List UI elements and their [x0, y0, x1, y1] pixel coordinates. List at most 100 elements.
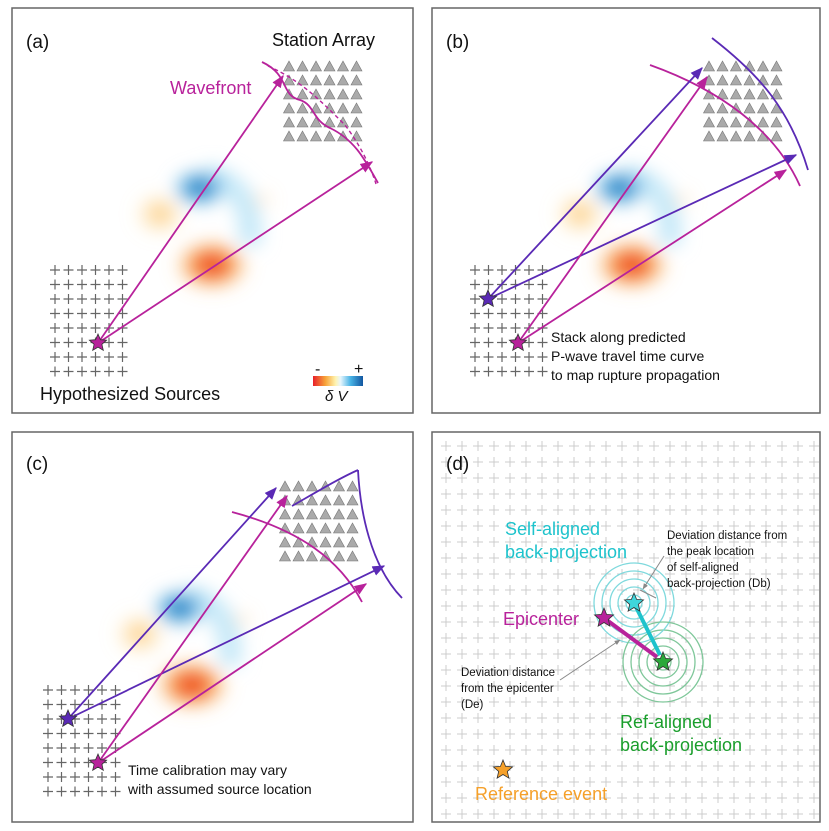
grid-plus: [761, 537, 771, 547]
grid-plus: [697, 697, 707, 707]
grid-plus: [729, 553, 739, 563]
grid-plus: [569, 505, 579, 515]
grid-plus: [793, 601, 803, 611]
grid-plus: [473, 649, 483, 659]
grid-plus: [553, 489, 563, 499]
station: [332, 494, 346, 506]
grid-plus: [104, 337, 114, 348]
station: [296, 60, 309, 72]
wavefront: [649, 64, 801, 187]
grid-plus: [441, 649, 451, 659]
grid-plus: [793, 521, 803, 531]
grid-plus: [77, 308, 87, 319]
grid-plus: [585, 553, 595, 563]
grid-plus: [809, 473, 819, 483]
db-note: the peak location: [667, 546, 754, 558]
ray: [67, 487, 277, 720]
grid-plus: [713, 729, 723, 739]
grid-plus: [697, 761, 707, 771]
grid-plus: [793, 729, 803, 739]
grid-plus: [601, 649, 611, 659]
grid-plus: [697, 505, 707, 515]
grid-plus: [521, 441, 531, 451]
grid-plus: [97, 786, 107, 797]
star: [88, 752, 108, 772]
grid-plus: [745, 713, 755, 723]
grid-plus: [441, 601, 451, 611]
grid-plus: [713, 633, 723, 643]
wavefront: [267, 65, 377, 185]
grid-plus: [56, 743, 67, 753]
grid-plus: [649, 793, 659, 803]
grid-plus: [537, 505, 547, 515]
grid-plus: [649, 473, 659, 483]
grid-plus: [489, 761, 499, 771]
grid-plus: [489, 633, 499, 643]
grid-plus: [601, 633, 611, 643]
grid-plus: [505, 457, 515, 467]
grid-plus: [505, 585, 515, 595]
grid-plus: [601, 729, 611, 739]
station: [743, 102, 756, 114]
grid-plus: [489, 681, 499, 691]
grid-plus: [569, 729, 579, 739]
velocity-anomaly: [134, 164, 272, 291]
grid-plus: [745, 489, 755, 499]
grid-plus: [665, 569, 675, 579]
grid-plus: [457, 457, 467, 467]
grid-plus: [521, 697, 531, 707]
grid-plus: [745, 761, 755, 771]
grid-plus: [553, 761, 563, 771]
grid-plus: [441, 617, 451, 627]
grid-plus: [43, 685, 53, 695]
grid-plus: [793, 473, 803, 483]
station: [292, 480, 305, 492]
grid-plus: [809, 777, 819, 787]
grid-plus: [633, 505, 643, 515]
grid-plus: [97, 772, 107, 782]
grid-plus: [473, 681, 483, 691]
grid-plus: [569, 601, 579, 611]
grid-plus: [489, 553, 499, 563]
grid-plus: [537, 777, 547, 787]
ref-aligned-label: Ref-aligned: [620, 712, 712, 732]
grid-plus: [505, 729, 515, 739]
grid-plus: [569, 777, 579, 787]
grid-plus: [713, 745, 723, 755]
grid-plus: [470, 279, 480, 290]
grid-plus: [104, 352, 114, 362]
grid-plus: [777, 601, 787, 611]
grid-plus: [457, 729, 467, 739]
grid-plus: [585, 505, 595, 515]
grid-plus: [809, 633, 819, 643]
grid-plus: [809, 601, 819, 611]
grid-plus: [681, 793, 691, 803]
grid-plus: [665, 505, 675, 515]
grid-plus: [745, 473, 755, 483]
grid-plus: [83, 786, 94, 797]
grid-plus: [729, 633, 739, 643]
grid-plus: [793, 553, 803, 563]
bp-contour: [593, 562, 675, 644]
station: [350, 130, 363, 142]
anomaly-blob: [672, 192, 692, 208]
wavefront: [711, 37, 809, 171]
grid-plus: [524, 352, 534, 362]
velocity-anomaly: [114, 584, 252, 711]
grid-plus: [521, 537, 531, 547]
station: [702, 130, 716, 142]
grid-plus: [617, 745, 627, 755]
station: [743, 88, 756, 100]
grid-plus: [761, 601, 771, 611]
grid-plus: [63, 294, 74, 304]
grid-plus: [617, 649, 627, 659]
grid-plus: [505, 745, 515, 755]
grid-plus: [441, 521, 451, 531]
grid-plus: [505, 617, 515, 627]
anomaly-blob: [554, 192, 606, 236]
grid-plus: [441, 585, 451, 595]
grid-plus: [665, 521, 675, 531]
grid-plus: [63, 352, 74, 362]
grid-plus: [633, 729, 643, 739]
grid-plus: [110, 786, 121, 797]
